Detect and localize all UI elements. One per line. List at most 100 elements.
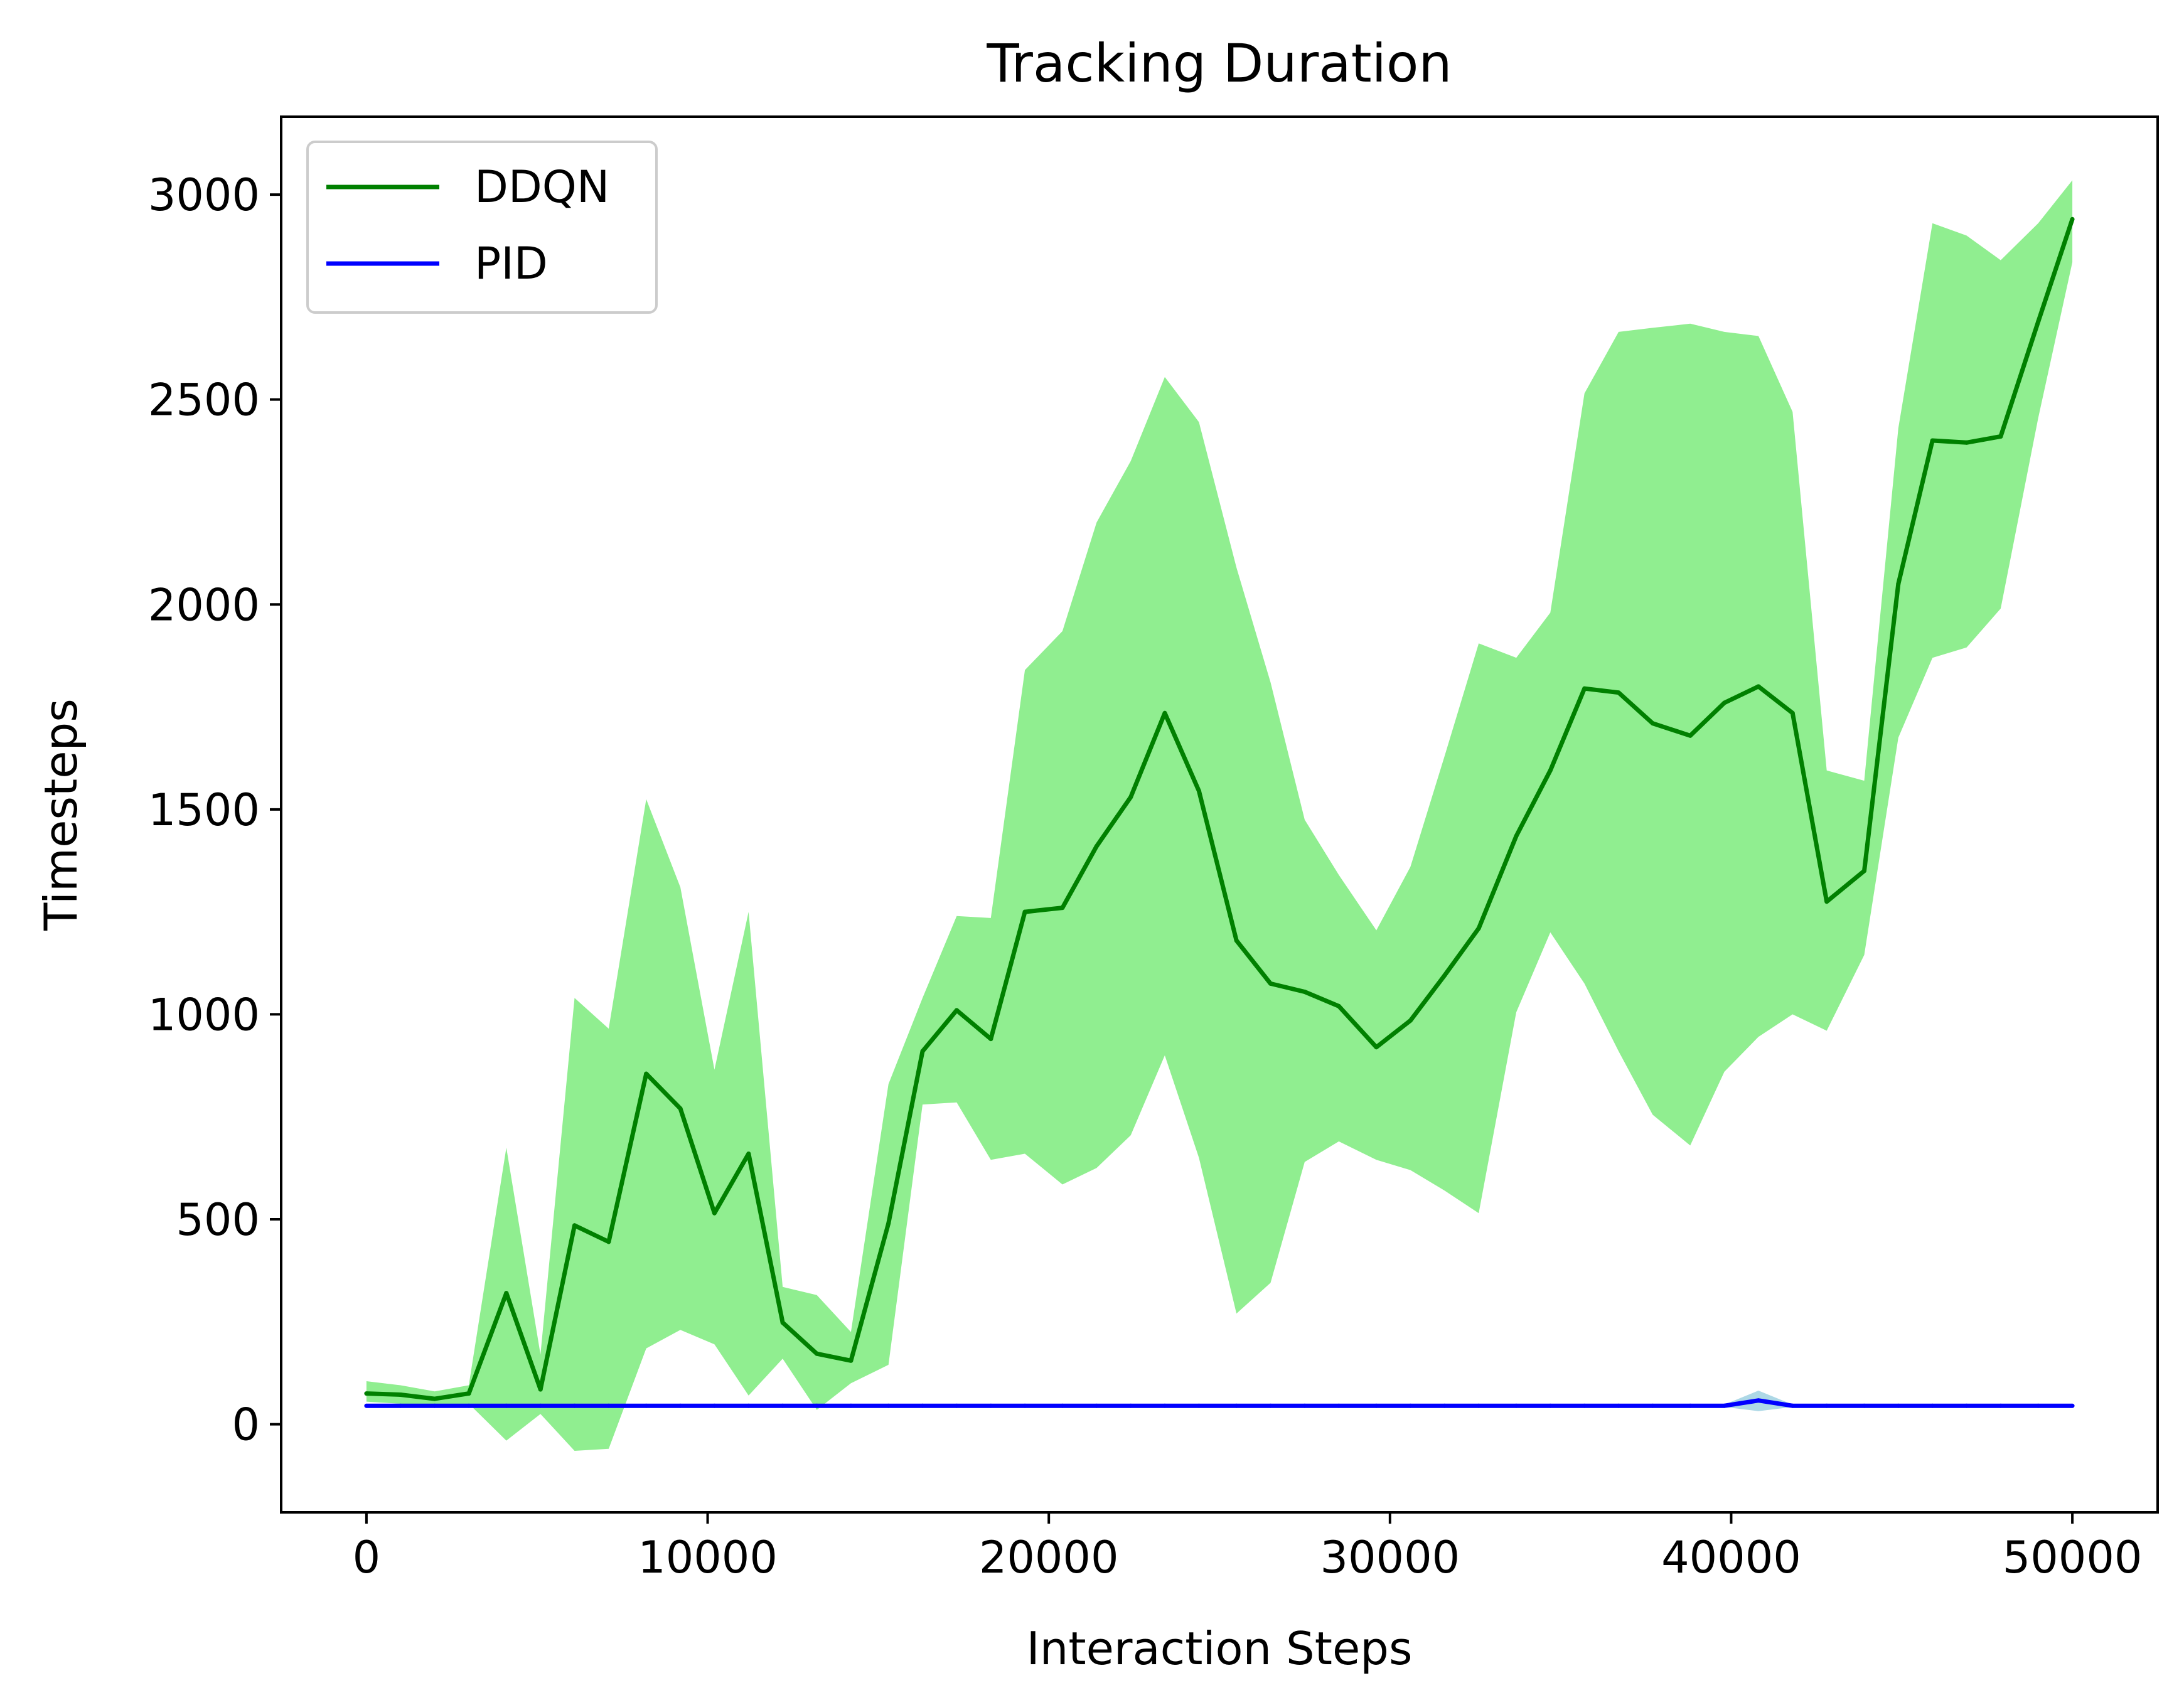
ddqn-point (920, 1049, 925, 1054)
ddqn-point (398, 1392, 403, 1397)
ddqn-point (1336, 1003, 1341, 1008)
pid-point (1790, 1403, 1795, 1408)
ddqn-point (1374, 1045, 1379, 1050)
pid-point (1196, 1403, 1201, 1408)
ddqn-point (1964, 440, 1969, 445)
pid-point (1336, 1403, 1341, 1408)
ddqn-point (572, 1223, 577, 1228)
y-tick-label: 2000 (148, 579, 260, 631)
ddqn-point (886, 1221, 891, 1226)
ddqn-point (1268, 981, 1273, 986)
pid-point (364, 1403, 369, 1408)
y-tick-label: 1000 (148, 989, 260, 1040)
pid-point (1650, 1403, 1655, 1408)
series-lines (364, 216, 2075, 1408)
pid-point (920, 1403, 925, 1408)
ddqn-point (678, 1106, 683, 1111)
ddqn-point (504, 1291, 509, 1296)
ddqn-point (1442, 973, 1447, 978)
pid-point (1998, 1403, 2003, 1408)
ddqn-line (366, 218, 2075, 1401)
pid-point (2036, 1403, 2041, 1408)
pid-point (1688, 1403, 1693, 1408)
pid-point (2070, 1403, 2075, 1408)
ddqn-point (1998, 434, 2003, 439)
pid-point (1722, 1403, 1727, 1408)
pid-point (572, 1403, 577, 1408)
pid-point (1476, 1403, 1481, 1408)
pid-point (504, 1403, 509, 1408)
pid-point (644, 1403, 649, 1408)
ddqn-point (1234, 938, 1239, 943)
ddqn-point (606, 1239, 611, 1244)
ddqn-point (1548, 768, 1553, 773)
ddqn-point (746, 1152, 751, 1156)
ddqn-point (1688, 733, 1693, 738)
pid-point (954, 1403, 959, 1408)
pid-point (606, 1403, 611, 1408)
pid-point (432, 1403, 437, 1408)
x-tick-label: 40000 (1661, 1532, 1801, 1583)
ddqn-point (1862, 869, 1866, 874)
pid-point (1896, 1403, 1901, 1408)
ddqn-point (1582, 686, 1587, 691)
pid-points (364, 1398, 2075, 1408)
y-axis-ticks: 0 500 1000 1500 2000 2500 3000 (148, 169, 281, 1451)
ddqn-point (1302, 990, 1307, 994)
pid-point (1022, 1403, 1027, 1408)
pid-point (1514, 1403, 1519, 1408)
y-tick-label: 1500 (148, 784, 260, 836)
x-tick-label: 10000 (638, 1532, 778, 1583)
pid-point (746, 1403, 751, 1408)
pid-point (848, 1403, 854, 1408)
pid-point (1234, 1403, 1239, 1408)
pid-point (1374, 1403, 1379, 1408)
ddqn-point (1756, 684, 1761, 689)
pid-point (712, 1403, 717, 1408)
pid-point (1268, 1403, 1273, 1408)
pid-point (1582, 1403, 1587, 1408)
ddqn-point (1128, 794, 1133, 799)
x-axis-label: Interaction Steps (1027, 1622, 1413, 1675)
ddqn-point (1022, 909, 1027, 914)
pid-point (780, 1403, 785, 1408)
ddqn-point (1514, 833, 1519, 838)
pid-point (398, 1403, 403, 1408)
y-axis-label: Timesteps (35, 698, 87, 931)
ddqn-band (366, 180, 2073, 1451)
ddqn-point (988, 1037, 993, 1042)
ddqn-point (364, 1391, 369, 1396)
ddqn-point (432, 1396, 437, 1401)
pid-point (1302, 1403, 1307, 1408)
ddqn-point (815, 1351, 819, 1356)
x-tick-label: 0 (353, 1532, 381, 1583)
x-axis-ticks: 0 10000 20000 30000 40000 50000 (353, 1512, 2142, 1583)
ddqn-point (954, 1008, 959, 1013)
pid-point (1964, 1403, 1969, 1408)
pid-point (1128, 1403, 1133, 1408)
ddqn-point (780, 1320, 785, 1325)
y-tick-label: 0 (232, 1399, 260, 1451)
pid-point (815, 1403, 819, 1408)
pid-point (1616, 1403, 1621, 1408)
ddqn-point (1060, 906, 1065, 911)
ddqn-point (848, 1358, 854, 1363)
legend-box (306, 141, 658, 314)
x-tick-label: 30000 (1320, 1532, 1460, 1583)
ddqn-point (1094, 844, 1099, 849)
ddqn-point (1896, 582, 1901, 587)
pid-point (988, 1403, 993, 1408)
pid-point (466, 1403, 471, 1408)
pid-point (1094, 1403, 1099, 1408)
chart-title: Tracking Duration (986, 33, 1452, 94)
plot-frame (280, 115, 2159, 1514)
ddqn-point (466, 1391, 471, 1396)
pid-point (1756, 1398, 1761, 1403)
pid-point (1060, 1403, 1065, 1408)
pid-line (366, 1398, 2073, 1408)
ddqn-point (644, 1071, 649, 1076)
ddqn-point (2070, 216, 2075, 222)
ddqn-point (712, 1211, 717, 1216)
ddqn-point (1790, 710, 1795, 715)
pid-point (538, 1403, 543, 1408)
